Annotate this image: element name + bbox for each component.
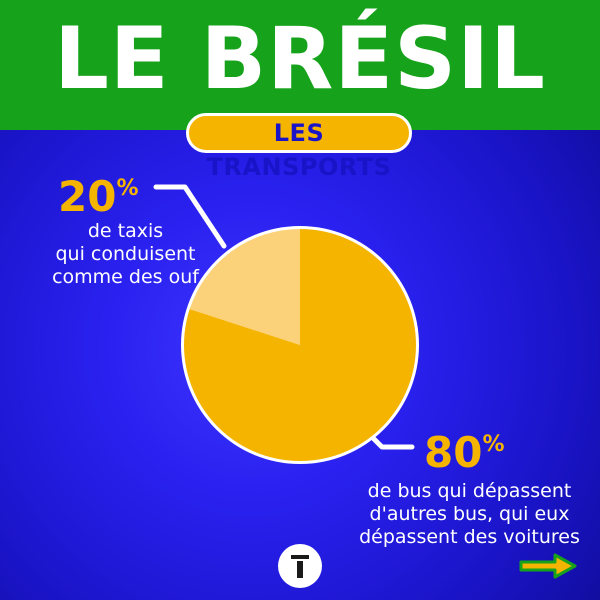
header-band: LE BRÉSIL (0, 0, 600, 130)
slice-1-value-number: 20 (58, 172, 117, 221)
arrow-right-icon[interactable] (519, 553, 577, 579)
subtitle-badge: LES TRANSPORTS (186, 113, 412, 181)
slice-1-value-symbol: % (116, 176, 139, 201)
page-title: LE BRÉSIL (54, 9, 546, 109)
slice-1-description: de taxis qui conduisent comme des ouf (52, 220, 199, 288)
slice-2-value-number: 80 (424, 428, 483, 477)
slice-2-value-symbol: % (482, 432, 505, 457)
pie-slices (181, 226, 419, 464)
pie-slice-2 (184, 229, 416, 461)
pie-slice-1 (189, 229, 300, 345)
callout-line-2 (369, 434, 415, 450)
slice-2-description: de bus qui dépassent d'autres bus, qui e… (359, 480, 580, 548)
callout-line-1 (153, 184, 227, 249)
callout-lines (153, 184, 415, 450)
slice-1-value-label: 20% (58, 176, 139, 218)
t-logo-bar (291, 555, 309, 559)
t-logo-stem (297, 561, 303, 578)
t-logo-icon (278, 544, 322, 588)
slice-2-value-label: 80% (424, 432, 505, 474)
